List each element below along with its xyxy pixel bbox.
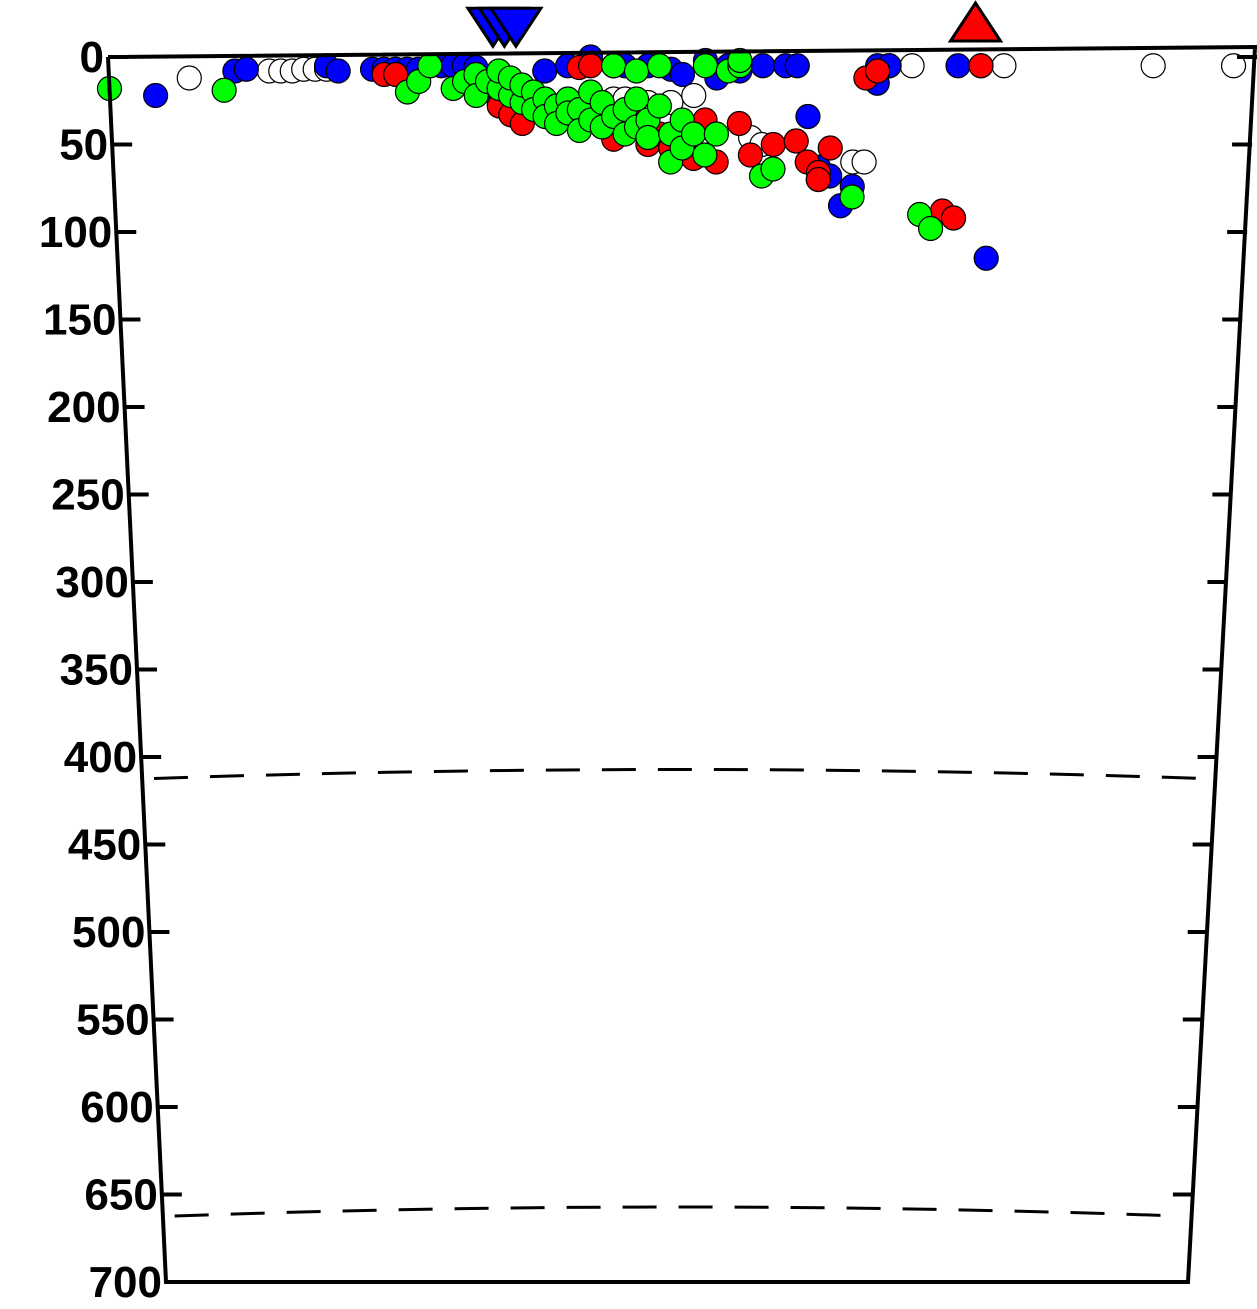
green-hypocenter-point [703,121,729,147]
open-hypocenter-point [851,149,877,175]
blue-hypocenter-point [143,82,169,109]
green-hypocenter-point [692,53,719,79]
y-tick-label: 650 [84,1171,157,1220]
y-tick-label: 200 [47,383,120,432]
green-hypocenter-point [727,47,753,74]
red-hypocenter-point [783,128,809,154]
open-hypocenter-point [899,53,925,79]
y-tick-label: 0 [80,33,104,82]
red-hypocenter-point [864,58,891,84]
frame-outline [106,45,1257,1284]
blue-hypocenter-point [750,53,776,79]
discontinuity-line [153,768,1203,780]
red-hypocenter-point [805,166,831,193]
red-triangle-marker [947,0,1004,43]
blue-hypocenter-point [325,58,351,84]
y-tick-label: 300 [55,558,128,607]
red-hypocenter-point [817,135,843,161]
open-hypocenter-point [1140,53,1166,79]
open-hypocenter-point [1220,53,1247,79]
y-tick-label: 700 [89,1258,162,1307]
green-hypocenter-point [917,215,944,242]
y-tick-label: 400 [64,733,137,782]
station-markers [465,0,1004,49]
green-hypocenter-point [646,93,673,119]
y-tick-label: 150 [43,296,116,345]
y-tick-label: 600 [80,1083,153,1132]
red-hypocenter-point [760,131,786,158]
open-hypocenter-point [991,53,1017,79]
blue-inverted-triangle-marker [488,6,544,49]
red-hypocenter-point [968,53,994,79]
green-hypocenter-point [680,121,707,147]
y-tick-label: 500 [72,908,145,957]
green-hypocenter-point [646,53,673,79]
plot-frame [106,45,1257,1284]
green-hypocenter-point [635,124,661,151]
blue-hypocenter-point [945,53,971,79]
blue-hypocenter-point [669,61,696,88]
red-hypocenter-point [383,61,409,88]
y-tick-label: 350 [60,646,133,695]
green-hypocenter-point [600,53,627,79]
red-hypocenter-point [578,53,604,79]
green-hypocenter-point [417,53,443,79]
depth-axis: 0 50 100 150 200 250 300 350 400 450 500 550 600 650 7… [39,33,1257,1307]
discontinuity-line [174,1205,1178,1218]
open-hypocenter-point [681,82,707,109]
green-hypocenter-point [839,184,865,210]
red-hypocenter-point [726,110,752,137]
red-hypocenter-point [737,142,763,168]
y-tick-label: 50 [59,121,108,170]
hypocenter-points [96,44,1247,271]
y-tick-label: 450 [68,821,141,870]
open-hypocenter-point [176,65,202,91]
green-hypocenter-point [211,77,237,103]
blue-hypocenter-point [973,245,999,271]
y-tick-label: 100 [39,208,112,257]
blue-hypocenter-point [233,56,259,82]
green-hypocenter-point [623,86,650,112]
blue-hypocenter-point [795,103,821,130]
y-tick-label: 250 [51,471,124,520]
discontinuity-lines [153,768,1203,1218]
green-hypocenter-point [692,142,718,168]
blue-hypocenter-point [784,53,810,79]
green-hypocenter-point [623,58,650,84]
y-tick-label: 550 [76,996,149,1045]
red-hypocenter-point [940,205,967,231]
green-hypocenter-point [760,156,786,182]
blue-hypocenter-point [532,58,558,84]
